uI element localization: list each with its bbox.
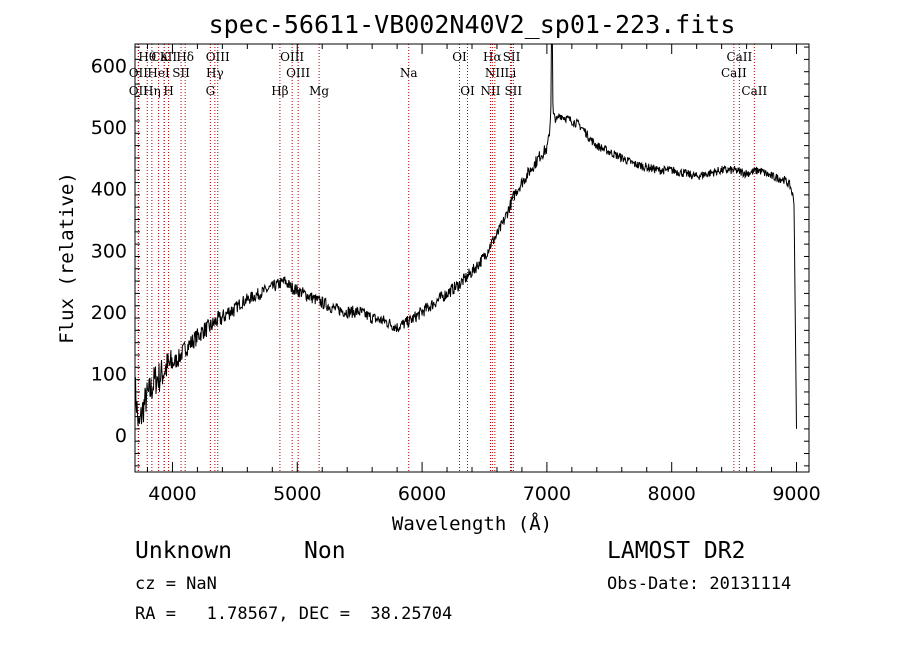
emission-line-label: Hγ bbox=[206, 66, 224, 80]
y-tick-label: 0 bbox=[115, 425, 127, 447]
emission-line-label: OI bbox=[460, 84, 475, 98]
emission-line-label: SII bbox=[503, 50, 521, 64]
plot-frame bbox=[134, 43, 810, 473]
emission-line-label: OIII bbox=[286, 66, 310, 80]
emission-line-label: Hδ bbox=[176, 50, 194, 64]
x-axis: 4000 5000 6000 7000 8000 9000 bbox=[146, 44, 821, 505]
emission-line-label: Hα bbox=[483, 50, 502, 64]
emission-line-label: OIII bbox=[206, 50, 230, 64]
emission-line-label: NII bbox=[485, 66, 505, 80]
x-tick-label: 5000 bbox=[273, 483, 321, 505]
redshift-value: cz = NaN bbox=[135, 574, 217, 594]
y-tick-label: 400 bbox=[91, 179, 127, 201]
coordinates: RA = 1.78567, DEC = 38.25704 bbox=[135, 604, 453, 624]
emission-line-label: HeI bbox=[147, 66, 170, 80]
emission-line-label: K bbox=[160, 50, 170, 64]
x-tick-label: 6000 bbox=[398, 483, 446, 505]
observation-date: Obs-Date: 20131114 bbox=[607, 574, 792, 594]
emission-line-label: Li bbox=[505, 66, 517, 80]
emission-line-label: G bbox=[206, 84, 216, 98]
emission-line-label: OII bbox=[129, 66, 149, 80]
survey-name: LAMOST DR2 bbox=[607, 538, 746, 564]
emission-line-label: Mg bbox=[309, 84, 329, 98]
x-tick-label: 9000 bbox=[772, 483, 820, 505]
emission-line-label: Na bbox=[400, 66, 418, 80]
spectrum-series bbox=[134, 43, 797, 429]
emission-line-label: SII bbox=[504, 84, 522, 98]
emission-line-label: SII bbox=[172, 66, 190, 80]
chart-title: spec-56611-VB002N40V2_sp01-223.fits bbox=[209, 10, 736, 39]
emission-line-label: CaII bbox=[741, 84, 767, 98]
emission-line-label: OI bbox=[452, 50, 467, 64]
emission-line-label: H bbox=[163, 84, 173, 98]
y-tick-label: 500 bbox=[91, 117, 127, 139]
x-tick-label: 4000 bbox=[148, 483, 196, 505]
emission-line-label: NII bbox=[480, 84, 500, 98]
y-tick-label: 300 bbox=[91, 240, 127, 262]
x-tick-label: 7000 bbox=[523, 483, 571, 505]
emission-line-label: CaII bbox=[721, 66, 747, 80]
emission-line-label: Hβ bbox=[271, 84, 288, 98]
y-axis: 0 100 200 300 400 500 600 bbox=[91, 46, 809, 467]
y-tick-label: 200 bbox=[91, 302, 127, 324]
emission-line-label: Hη bbox=[143, 84, 161, 98]
y-tick-label: 100 bbox=[91, 363, 127, 385]
x-tick-label: 8000 bbox=[648, 483, 696, 505]
emission-line-label: OII bbox=[129, 84, 149, 98]
y-axis-label: Flux (relative) bbox=[56, 172, 78, 344]
emission-line-label: CaII bbox=[726, 50, 752, 64]
spectrum-line bbox=[134, 43, 797, 429]
y-tick-label: 600 bbox=[91, 56, 127, 78]
x-axis-label: Wavelength (Å) bbox=[392, 512, 552, 535]
object-subclass: Non bbox=[304, 538, 346, 564]
object-class: Unknown bbox=[135, 538, 232, 564]
emission-line-label: OIII bbox=[280, 50, 304, 64]
